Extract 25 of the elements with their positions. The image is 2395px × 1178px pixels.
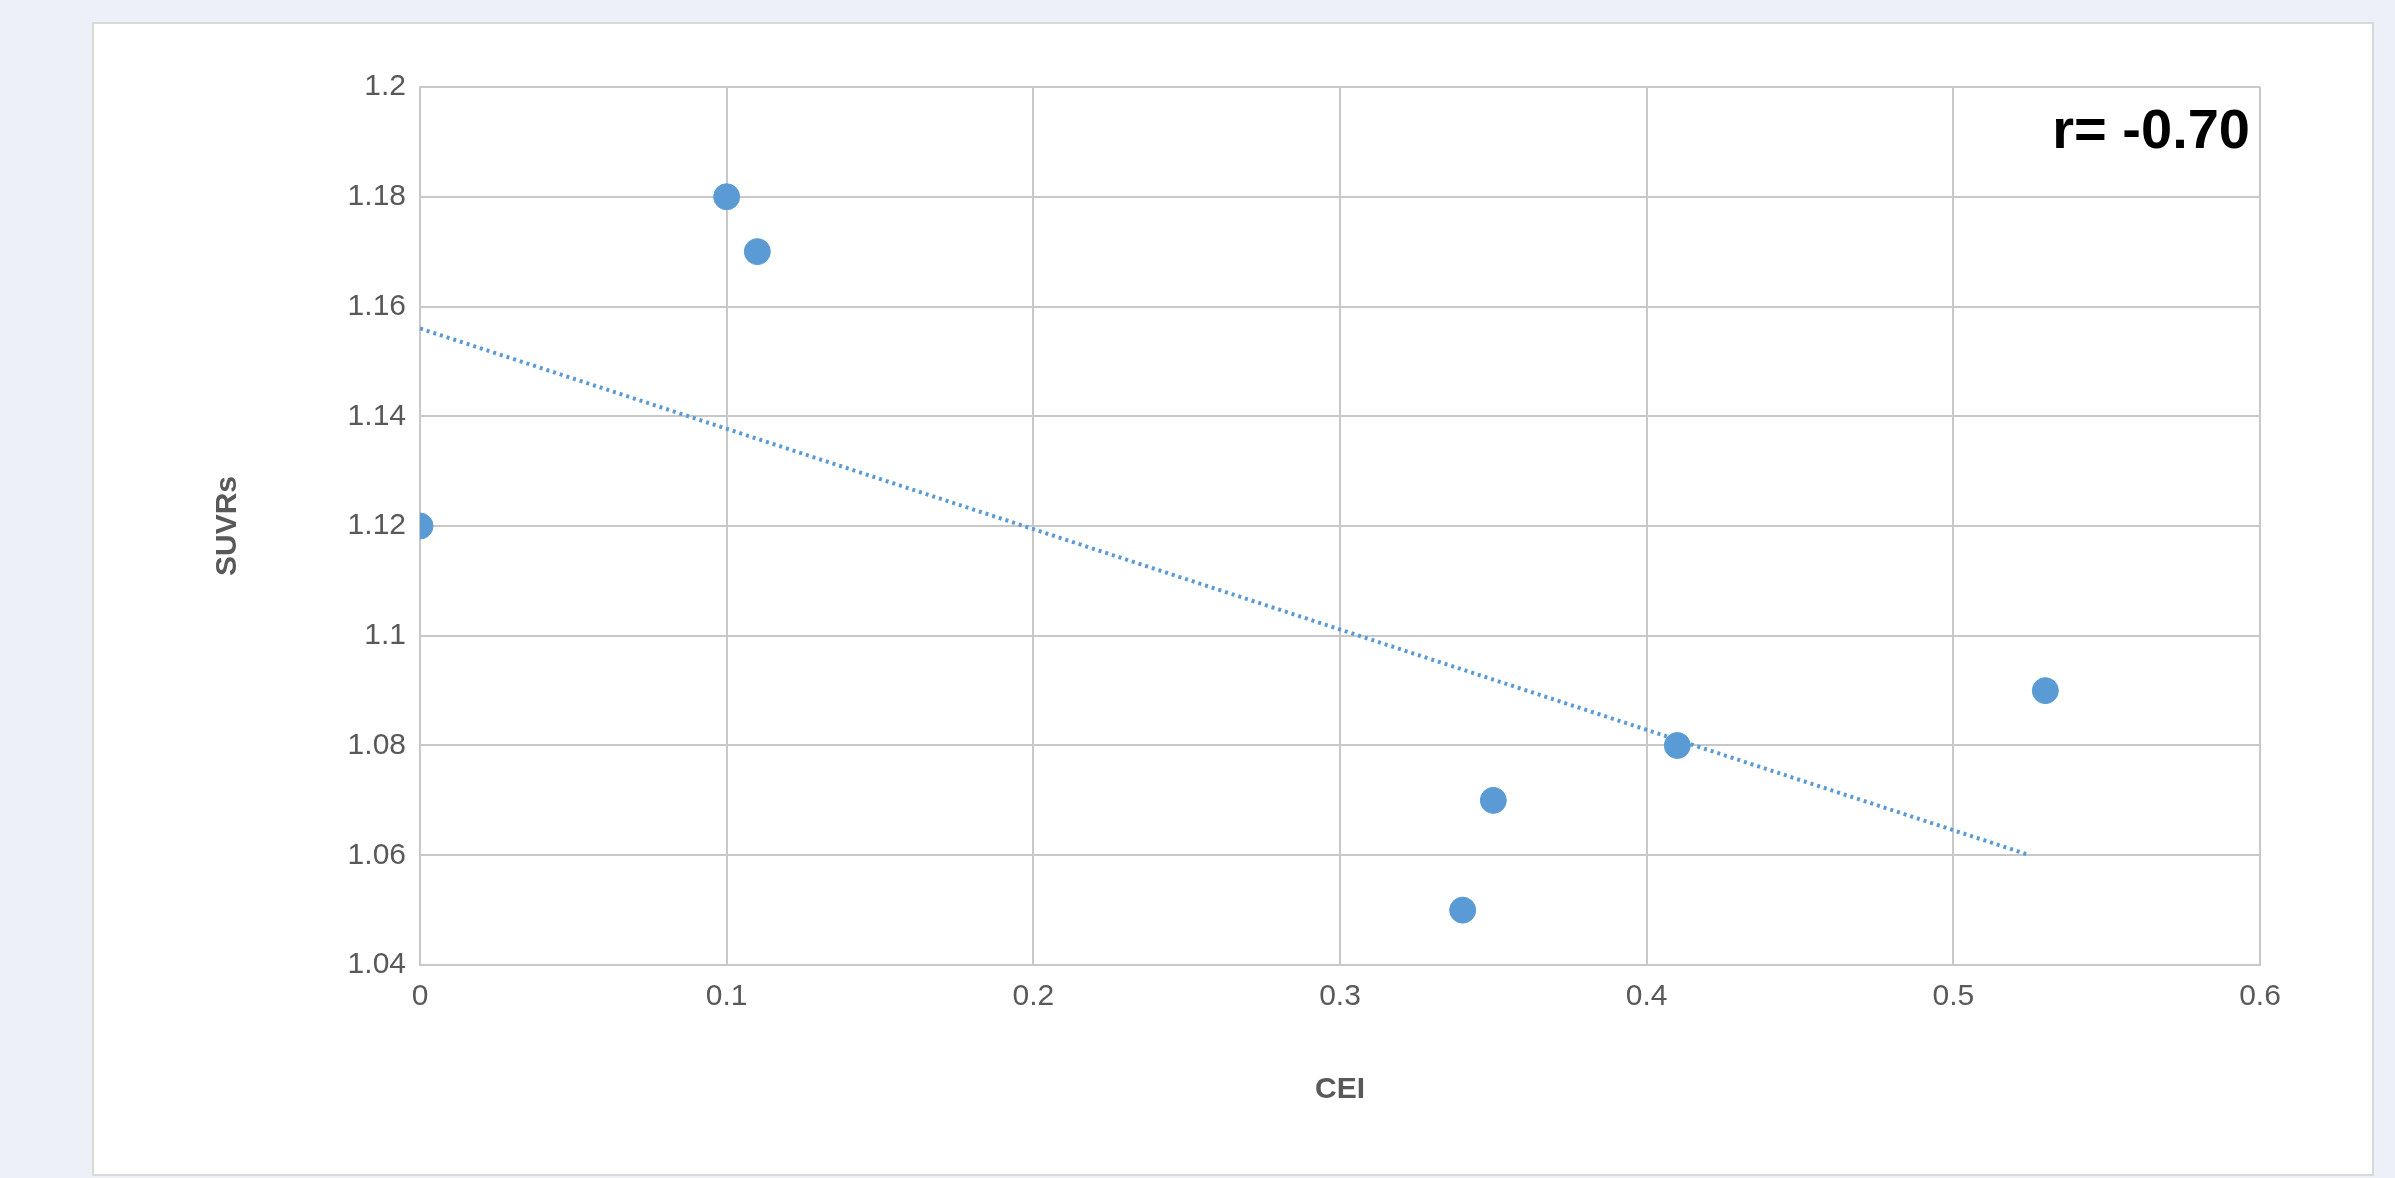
y-tick-label: 1.1 — [364, 617, 406, 651]
y-tick-label: 1.08 — [347, 726, 406, 760]
point — [743, 238, 771, 266]
x-tick-label: 0.2 — [1012, 978, 1055, 1012]
y-tick-label: 1.2 — [364, 68, 406, 102]
x-tick-label: 0.3 — [1319, 978, 1361, 1012]
x-tick-label: 0 — [411, 978, 429, 1012]
point — [1663, 732, 1691, 759]
y-tick-label: 1.14 — [347, 397, 406, 431]
y-tick-label: 1.16 — [347, 287, 406, 321]
x-tick-label: 0.6 — [2239, 978, 2281, 1012]
point — [1449, 896, 1477, 924]
point — [1479, 786, 1507, 814]
x-axis-title: CEI — [1314, 1071, 1366, 1105]
point — [713, 183, 741, 211]
y-tick-label: 1.04 — [347, 946, 406, 980]
y-tick-label: 1.12 — [347, 507, 406, 541]
x-tick-label: 0.4 — [1625, 978, 1668, 1012]
x-tick-label: 0.1 — [705, 978, 748, 1012]
x-tick-label: 0.5 — [1932, 978, 1975, 1012]
y-axis-title: SUVRs — [209, 475, 243, 577]
annotation: r= -0.70 — [2052, 97, 2250, 161]
y-tick-label: 1.18 — [347, 178, 406, 212]
y-tick-label: 1.06 — [347, 836, 406, 870]
point — [2031, 677, 2059, 705]
